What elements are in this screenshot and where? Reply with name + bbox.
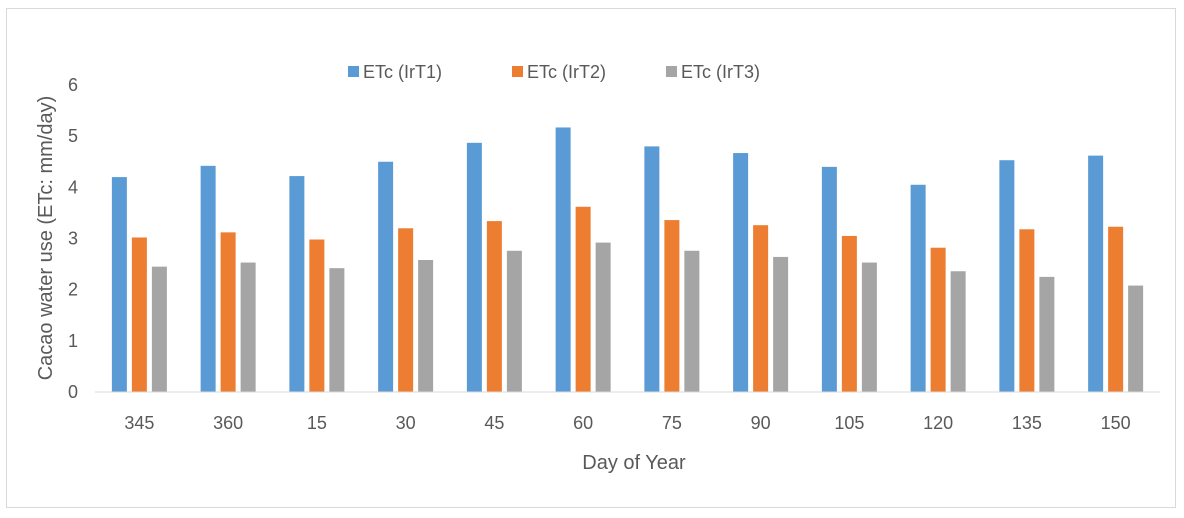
bar-etc-irt2-45 — [486, 221, 502, 392]
y-tick-label: 2 — [68, 280, 78, 300]
legend-label: ETc (IrT2) — [527, 62, 606, 82]
x-axis-ticks: 345 360 15 30 45 60 75 90 105 120 135 150 — [124, 413, 1130, 433]
bar-etc-irt1-120 — [910, 184, 926, 392]
bars — [111, 127, 1144, 393]
x-tick-label: 345 — [124, 413, 154, 433]
x-tick-label: 105 — [834, 413, 864, 433]
bar-etc-irt1-15 — [289, 176, 305, 392]
y-tick-label: 4 — [68, 177, 78, 197]
bar-etc-irt3-60 — [595, 242, 611, 392]
legend: ETc (IrT1) ETc (IrT2) ETc (IrT3) — [348, 62, 760, 82]
bar-etc-irt2-30 — [398, 228, 414, 392]
x-tick-label: 45 — [484, 413, 504, 433]
x-tick-label: 150 — [1101, 413, 1131, 433]
y-axis-ticks: 0 1 2 3 4 5 6 — [68, 75, 78, 402]
bar-etc-irt2-360 — [220, 232, 236, 392]
bar-etc-irt3-30 — [418, 259, 434, 392]
y-tick-label: 3 — [68, 229, 78, 249]
legend-swatch — [666, 66, 677, 77]
bar-etc-irt2-120 — [930, 247, 946, 392]
bar-etc-irt2-60 — [575, 206, 591, 392]
bar-etc-irt3-45 — [506, 250, 522, 392]
y-tick-label: 6 — [68, 75, 78, 95]
bar-etc-irt3-90 — [773, 256, 789, 392]
x-tick-label: 360 — [213, 413, 243, 433]
x-tick-label: 90 — [751, 413, 771, 433]
x-tick-label: 120 — [923, 413, 953, 433]
bar-etc-irt2-345 — [131, 237, 147, 392]
bar-etc-irt2-135 — [1019, 229, 1035, 392]
x-tick-label: 15 — [307, 413, 327, 433]
bar-etc-irt3-105 — [861, 262, 877, 392]
bar-etc-irt2-75 — [664, 220, 680, 392]
legend-label: ETc (IrT1) — [363, 62, 442, 82]
y-tick-label: 1 — [68, 331, 78, 351]
x-tick-label: 60 — [573, 413, 593, 433]
bar-etc-irt3-135 — [1039, 276, 1055, 392]
bar-etc-irt1-90 — [733, 153, 749, 392]
bar-etc-irt2-15 — [309, 239, 325, 392]
legend-label: ETc (IrT3) — [681, 62, 760, 82]
y-axis-title: Cacao water use (ETc: mm/day) — [35, 96, 57, 381]
bar-etc-irt2-150 — [1108, 226, 1124, 392]
bar-etc-irt1-150 — [1088, 155, 1104, 392]
y-tick-label: 0 — [68, 382, 78, 402]
bar-etc-irt1-75 — [644, 146, 660, 392]
legend-swatch — [348, 66, 359, 77]
bar-etc-irt3-345 — [151, 266, 167, 392]
bar-etc-irt1-45 — [466, 142, 482, 392]
bar-etc-irt3-150 — [1128, 285, 1144, 392]
x-axis-title: Day of Year — [582, 452, 686, 474]
bar-etc-irt1-135 — [999, 160, 1015, 392]
bar-etc-irt2-90 — [753, 225, 769, 392]
bar-etc-irt3-360 — [240, 262, 256, 392]
bar-etc-irt1-360 — [200, 165, 216, 392]
bar-etc-irt1-105 — [821, 166, 837, 392]
legend-swatch — [512, 66, 523, 77]
x-tick-label: 30 — [396, 413, 416, 433]
bar-etc-irt2-105 — [841, 235, 857, 392]
bar-etc-irt1-345 — [111, 177, 127, 392]
bar-etc-irt1-30 — [378, 161, 394, 392]
x-tick-label: 135 — [1012, 413, 1042, 433]
x-tick-label: 75 — [662, 413, 682, 433]
y-tick-label: 5 — [68, 126, 78, 146]
bar-etc-irt3-15 — [329, 268, 345, 392]
bar-etc-irt3-75 — [684, 250, 700, 392]
bar-etc-irt3-120 — [950, 271, 966, 392]
bar-etc-irt1-60 — [555, 127, 571, 393]
